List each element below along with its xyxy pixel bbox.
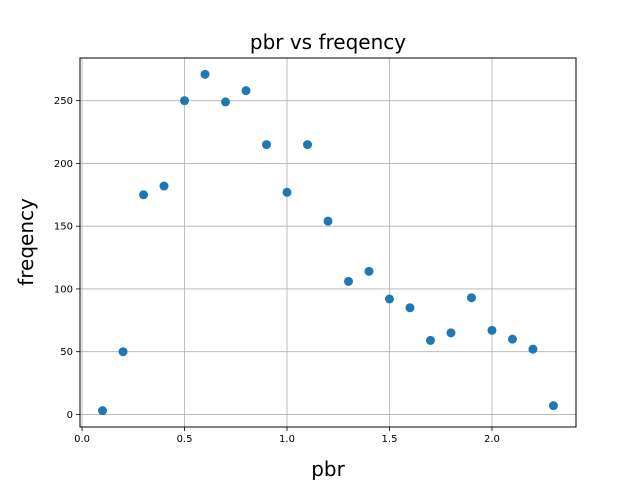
data-point — [446, 328, 456, 338]
y-tick-label: 50 — [60, 347, 73, 358]
data-point — [221, 97, 231, 107]
grid-lines — [80, 58, 576, 427]
data-point — [180, 96, 190, 106]
data-point — [343, 276, 353, 286]
x-tick-label: 0.0 — [74, 434, 90, 445]
x-tick-label: 2.0 — [484, 434, 500, 445]
data-point — [548, 401, 558, 411]
chart-title: pbr vs freqency — [250, 30, 406, 54]
data-point — [466, 293, 476, 303]
data-point — [507, 334, 517, 344]
y-tick-label: 150 — [54, 222, 73, 233]
data-point — [159, 181, 169, 191]
data-point — [528, 344, 538, 354]
y-axis-label: freqency — [14, 198, 38, 286]
x-axis-label: pbr — [311, 457, 345, 480]
x-axis-ticks: 0.0 0.5 1.0 1.5 2.0 — [74, 427, 500, 445]
data-point — [200, 69, 210, 79]
x-tick-label: 1.5 — [382, 434, 398, 445]
data-point — [364, 266, 374, 276]
scatter-points — [98, 69, 558, 416]
data-point — [405, 303, 415, 313]
data-point — [139, 190, 149, 200]
data-point — [282, 187, 292, 197]
data-point — [241, 86, 251, 96]
plot-frame — [79, 57, 577, 428]
data-point — [384, 294, 394, 304]
data-point — [425, 335, 435, 345]
y-tick-label: 0 — [67, 410, 73, 421]
y-axis-ticks: 0 50 100 150 200 250 — [54, 96, 80, 421]
y-tick-label: 200 — [54, 159, 73, 170]
y-tick-label: 250 — [54, 96, 73, 107]
data-point — [303, 140, 313, 150]
data-point — [118, 347, 128, 357]
data-point — [262, 140, 272, 150]
data-point — [487, 325, 497, 335]
y-tick-label: 100 — [54, 284, 73, 295]
x-tick-label: 0.5 — [177, 434, 193, 445]
x-tick-label: 1.0 — [279, 434, 295, 445]
data-point — [98, 406, 108, 416]
data-point — [323, 216, 333, 226]
